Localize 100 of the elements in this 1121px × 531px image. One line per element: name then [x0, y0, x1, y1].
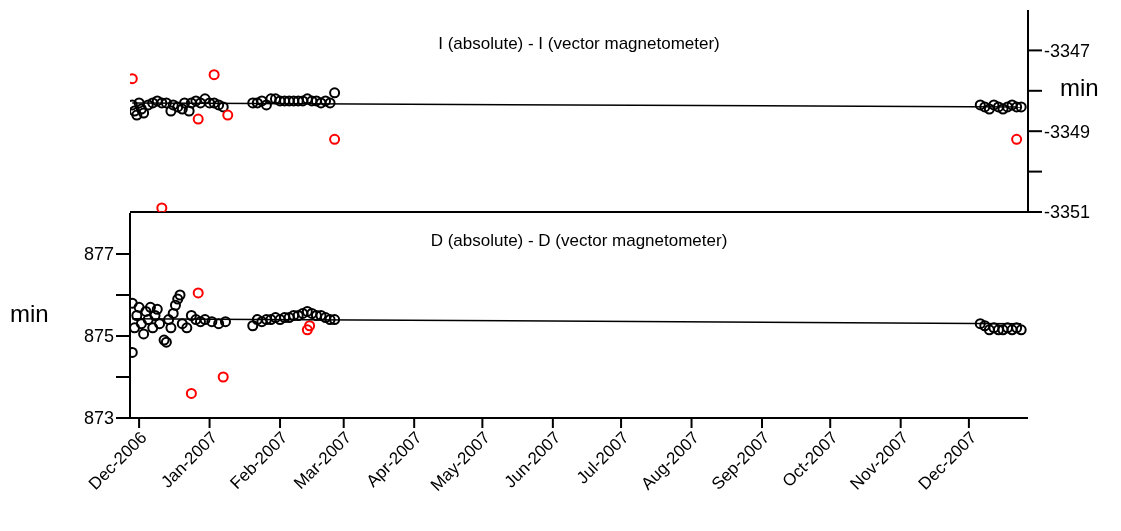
point: [213, 99, 225, 111]
point: [222, 109, 234, 121]
point: [315, 97, 327, 109]
point: [988, 99, 1000, 111]
point: [310, 309, 322, 322]
point: [247, 320, 259, 332]
point: [251, 314, 263, 326]
point: [306, 307, 318, 319]
point: [324, 97, 336, 109]
point: [174, 289, 186, 301]
point: [185, 97, 197, 109]
point: [194, 316, 206, 328]
point: [165, 105, 177, 117]
point: [324, 314, 336, 326]
point: [265, 314, 277, 326]
point: [310, 95, 322, 107]
point: [217, 371, 229, 383]
point: [979, 101, 991, 113]
point: [251, 97, 263, 109]
y-tick-label: 875: [83, 326, 114, 347]
point: [974, 99, 986, 111]
point: [151, 303, 163, 315]
point: [183, 105, 195, 117]
point: [142, 99, 154, 111]
point: [979, 320, 991, 332]
point: [192, 287, 204, 299]
point: [185, 387, 197, 399]
point: [131, 309, 143, 322]
point: [185, 309, 197, 322]
point: [1011, 133, 1023, 145]
point: [208, 69, 220, 81]
point: [1015, 324, 1027, 336]
point: [1015, 101, 1027, 113]
point: [130, 105, 141, 117]
point: [301, 93, 313, 105]
point: [176, 318, 188, 330]
point: [274, 95, 286, 107]
point: [138, 328, 150, 340]
point: [256, 95, 268, 107]
point: [199, 93, 211, 105]
point: [288, 309, 300, 322]
point: [172, 101, 184, 113]
point: [983, 103, 995, 115]
point: [983, 324, 995, 336]
point: [997, 324, 1009, 336]
text: I (absolute) - I (vector magnetometer): [437, 34, 721, 54]
point: [169, 299, 181, 311]
point: [306, 95, 318, 107]
point: [144, 301, 156, 313]
point: [256, 316, 268, 328]
point: [151, 95, 163, 107]
point: [160, 97, 172, 109]
point: [190, 314, 202, 326]
y-tick-label: -3349: [1044, 121, 1091, 142]
point: [292, 309, 304, 322]
point: [315, 309, 327, 322]
point: [1011, 322, 1023, 334]
y-tick-label: -3347: [1044, 40, 1091, 61]
point: [130, 322, 141, 334]
point: [133, 301, 145, 313]
point: [301, 305, 313, 317]
point: [204, 97, 216, 109]
point: [140, 305, 152, 317]
point: [213, 318, 225, 330]
point: [147, 97, 159, 109]
point: [304, 320, 316, 332]
point: [172, 293, 184, 305]
y-axis-title: min: [1060, 74, 1099, 102]
point: [974, 318, 986, 330]
point: [283, 312, 295, 324]
point: [154, 318, 166, 330]
point: [283, 95, 295, 107]
point: [156, 97, 168, 109]
point: [179, 97, 191, 109]
point: [163, 314, 175, 326]
point: [320, 312, 332, 324]
point: [142, 314, 154, 326]
point: [1006, 99, 1018, 111]
point: [165, 322, 177, 334]
point: [181, 322, 193, 334]
point: [301, 324, 313, 336]
point: [247, 97, 259, 109]
point: [320, 95, 332, 107]
point: [208, 97, 220, 109]
point: [192, 113, 204, 125]
point: [988, 322, 1000, 334]
point: [199, 314, 211, 326]
point: [329, 87, 341, 99]
point: [131, 109, 143, 121]
y-tick-label: 877: [83, 244, 114, 265]
point: [997, 103, 1009, 115]
y-axis-title: min: [10, 300, 49, 328]
point: [138, 107, 150, 119]
point: [190, 95, 202, 107]
point: [274, 314, 286, 326]
point: [260, 314, 272, 326]
point: [167, 99, 179, 111]
point: [156, 202, 168, 212]
point: [329, 314, 341, 326]
point: [135, 318, 147, 330]
